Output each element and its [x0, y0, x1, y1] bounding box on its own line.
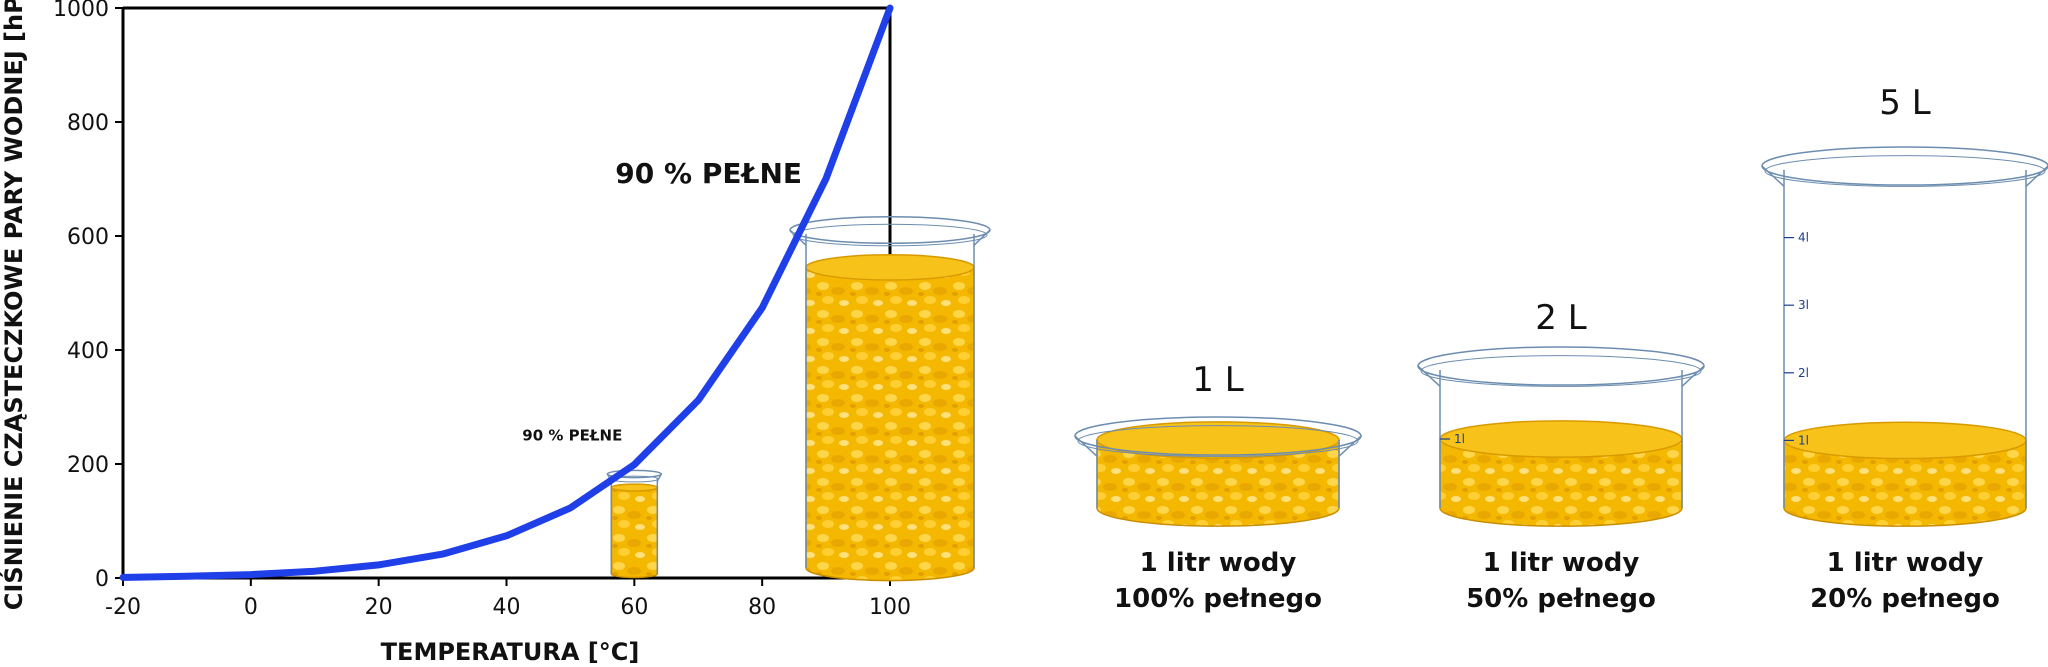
beaker-caption-line2: 50% pełnego [1466, 584, 1656, 614]
y-tick-label: 400 [67, 339, 109, 364]
x-tick-label: 40 [493, 595, 521, 620]
glass-rim-outer [1417, 346, 1705, 386]
small-beaker [606, 469, 663, 579]
y-tick-label: 200 [67, 453, 109, 478]
glass-rim-flare [1417, 365, 1705, 387]
beaker-volume-label: 5 L [1879, 83, 1930, 123]
glass-rim-inner [1420, 355, 1702, 387]
beaker-caption-line1: 1 litr wody [1483, 548, 1640, 578]
beaker-group: 5 L 1 litr wody 20% pełnego 1l 2l 3l 4l [1761, 83, 2048, 614]
graduation-label: 4l [1798, 231, 1809, 245]
water-body [1439, 438, 1683, 527]
x-tick-label: 80 [748, 595, 776, 620]
glass-rim-outer [1761, 146, 2048, 186]
beaker-comparison: 1 L 1 litr wody 100% pełnego 2 L 1 litr wody… [1074, 83, 2048, 614]
annotation-90-large: 90 % PEŁNE [615, 157, 802, 190]
water-surface [805, 254, 975, 281]
graduation-label: 1l [1798, 433, 1809, 447]
x-tick-label: -20 [105, 595, 141, 620]
glass-rim-outer [789, 216, 991, 244]
x-tick-label: 60 [620, 595, 648, 620]
beaker-1 [1074, 416, 1362, 527]
annotation-90-small: 90 % PEŁNE [522, 426, 622, 444]
beaker-3 [1761, 146, 2048, 527]
beaker-caption-line1: 1 litr wody [1827, 548, 1984, 578]
vapor-pressure-chart: 0 200 400 600 800 1000 -20 0 20 40 60 80 100 90 % P… [0, 0, 991, 666]
beaker-caption-line2: 100% pełnego [1114, 584, 1322, 614]
glass-rim-inner [1764, 155, 2046, 187]
y-axis-label: CIŚNIENIE CZĄSTECZKOWE PARY WODNEJ [hPa] [0, 0, 28, 610]
x-tick-label: 0 [244, 595, 258, 620]
beaker-2 [1417, 346, 1705, 527]
x-tick-label: 20 [365, 595, 393, 620]
water-surface [1439, 420, 1683, 458]
glass-rim-flare [1761, 165, 2048, 187]
water-surface [1783, 421, 2027, 460]
glass-rim-inner [1077, 425, 1359, 457]
y-tick-label: 600 [67, 225, 109, 250]
beaker-group: 2 L 1 litr wody 50% pełnego 1l [1417, 298, 1705, 614]
water-body [805, 266, 975, 582]
water-body [1783, 439, 2027, 527]
y-tick-label: 800 [67, 111, 109, 136]
x-tick-label: 100 [869, 595, 911, 620]
x-axis-ticks: -20 0 20 40 60 80 100 [105, 578, 911, 620]
beaker-volume-label: 1 L [1192, 360, 1243, 400]
annotation-layer: 90 % PEŁNE 90 % PEŁNE [522, 157, 802, 444]
graduation-label: 2l [1798, 366, 1809, 380]
water-body [1096, 439, 1340, 527]
graduation-label: 3l [1798, 298, 1809, 312]
y-tick-label: 0 [95, 567, 109, 592]
beaker-caption-line2: 20% pełnego [1810, 584, 2000, 614]
glass-rim-outer [1074, 416, 1362, 456]
graduation-label: 1l [1454, 432, 1465, 446]
water-surface [1096, 421, 1340, 459]
glass-rim-inner [792, 223, 988, 247]
beaker-volume-label: 2 L [1535, 298, 1586, 338]
beaker-caption-line1: 1 litr wody [1140, 548, 1297, 578]
water-surface [610, 483, 659, 492]
glass-rim-outer [606, 469, 663, 479]
series-layer [119, 4, 991, 582]
x-axis-label: TEMPERATURA [°C] [381, 638, 640, 666]
y-axis-ticks: 0 200 400 600 800 1000 [53, 0, 123, 592]
y-tick-label: 1000 [53, 0, 109, 22]
water-body [610, 486, 659, 579]
large-beaker [789, 216, 991, 582]
vapor-pressure-curve [119, 4, 894, 581]
beaker-group: 1 L 1 litr wody 100% pełnego [1074, 360, 1362, 614]
